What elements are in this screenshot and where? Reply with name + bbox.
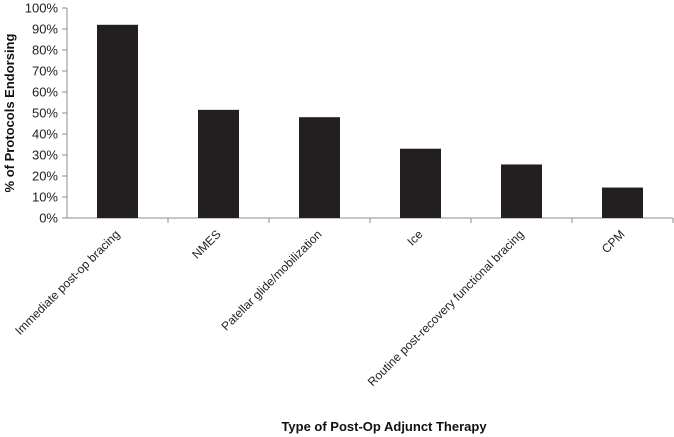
y-tick-label: 90% xyxy=(32,22,58,37)
y-tick-label: 70% xyxy=(32,64,58,79)
y-tick-label: 60% xyxy=(32,85,58,100)
x-category-label: Immediate post-op bracing xyxy=(12,227,122,337)
x-axis-title: Type of Post-Op Adjunct Therapy xyxy=(281,419,487,434)
bar xyxy=(299,117,340,218)
y-tick-label: 40% xyxy=(32,127,58,142)
x-category-label: Routine post-recovery functional bracing xyxy=(365,227,527,389)
y-axis-title: % of Protocols Endorsing xyxy=(2,33,17,192)
y-tick-label: 80% xyxy=(32,43,58,58)
x-category-label: NMES xyxy=(189,227,223,261)
x-category-label: Ice xyxy=(404,227,425,248)
bar xyxy=(400,148,441,218)
y-tick-label: 100% xyxy=(25,1,59,16)
plot-area: 0% 10% 20% 30% 40% 50% 60% 70% 80% 90% 100% Immedi… xyxy=(12,1,674,389)
bar-group xyxy=(97,24,643,218)
x-category-label: CPM xyxy=(599,227,628,256)
bar xyxy=(501,164,542,218)
y-tick-label: 30% xyxy=(32,148,58,163)
bar xyxy=(602,187,643,218)
y-tick-label: 0% xyxy=(39,211,58,226)
y-tick-group: 0% 10% 20% 30% 40% 50% 60% 70% 80% 90% 100% xyxy=(25,1,674,226)
bar xyxy=(97,24,138,218)
bar xyxy=(198,109,239,218)
y-tick-label: 20% xyxy=(32,169,58,184)
x-category-label: Patellar glide/mobilization xyxy=(219,227,325,333)
y-tick-label: 10% xyxy=(32,190,58,205)
y-tick-label: 50% xyxy=(32,106,58,121)
